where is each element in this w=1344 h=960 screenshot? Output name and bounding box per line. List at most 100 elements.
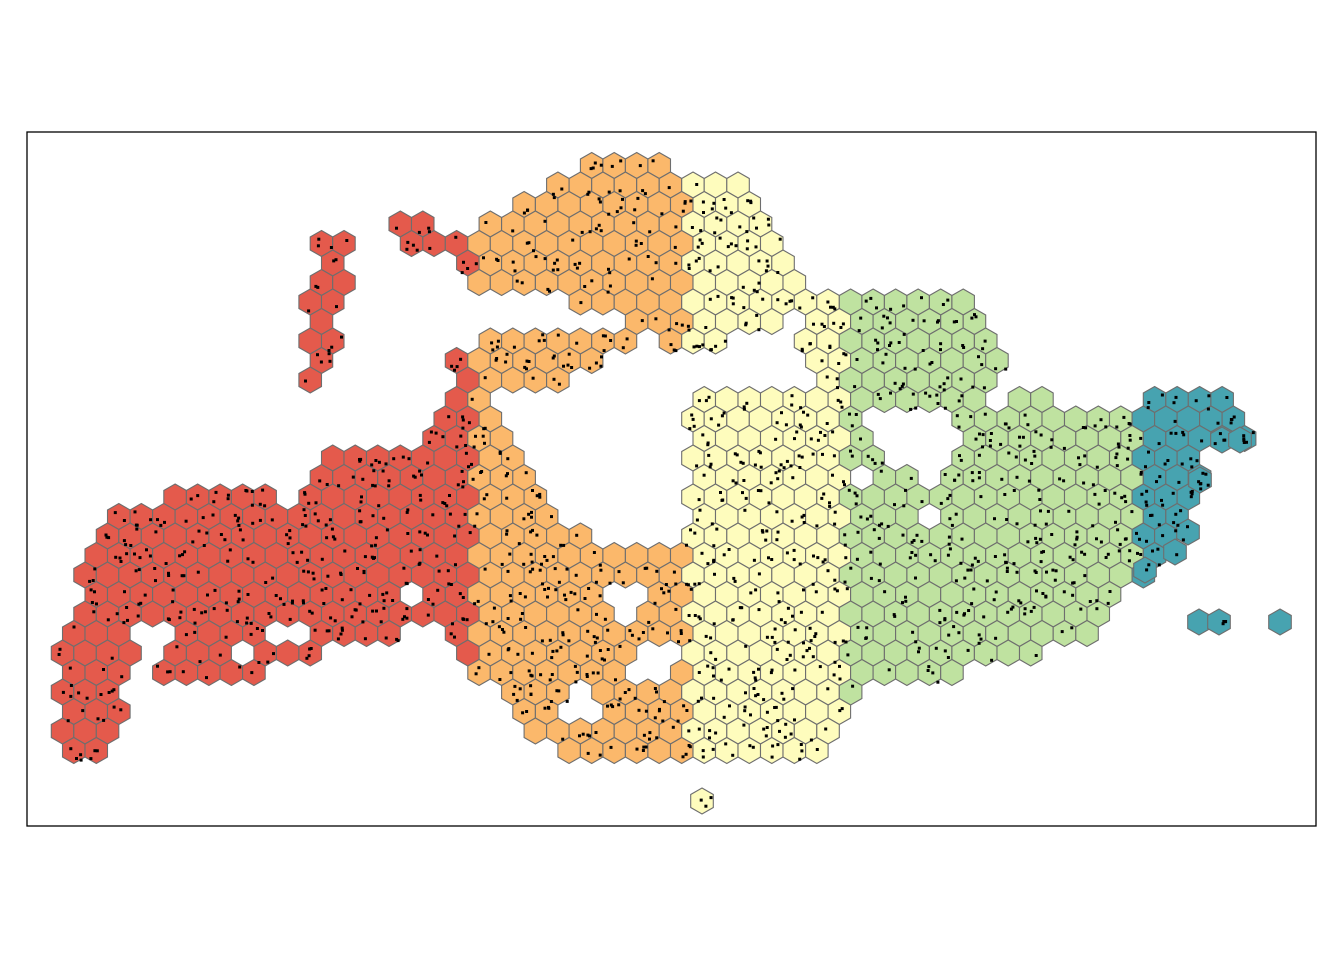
location-point (643, 192, 647, 196)
location-point (1082, 481, 1086, 485)
location-point (797, 454, 801, 458)
location-point (1147, 401, 1151, 404)
location-point (831, 473, 834, 477)
location-point (538, 568, 542, 572)
location-point (124, 543, 128, 547)
location-point (288, 529, 292, 533)
location-point (443, 502, 447, 505)
location-point (651, 159, 655, 163)
location-point (686, 324, 690, 328)
location-point (820, 322, 824, 326)
location-point (1070, 626, 1074, 630)
location-point (607, 267, 610, 271)
location-point (843, 580, 847, 584)
location-point (744, 323, 748, 327)
location-point (168, 670, 172, 674)
location-point (545, 558, 549, 562)
location-point (696, 699, 700, 703)
location-point (910, 551, 914, 554)
location-point (684, 752, 688, 756)
location-point (692, 424, 696, 428)
location-point (513, 684, 517, 688)
location-point (602, 349, 606, 353)
location-point (762, 698, 766, 702)
location-point (709, 636, 713, 640)
location-point (702, 473, 706, 477)
location-point (688, 639, 692, 643)
location-point (245, 621, 249, 625)
location-point (934, 646, 938, 650)
location-point (872, 528, 876, 532)
location-point (935, 393, 939, 397)
location-point (840, 707, 844, 711)
location-point (967, 609, 971, 612)
location-point (1161, 534, 1165, 538)
location-point (993, 555, 997, 558)
location-point (1019, 601, 1023, 605)
location-point (938, 385, 942, 389)
location-point (126, 618, 129, 622)
hex-cell (1207, 608, 1231, 636)
location-point (766, 217, 770, 221)
location-point (371, 514, 375, 518)
location-point (356, 567, 359, 570)
location-point (465, 618, 469, 622)
location-point (749, 591, 753, 595)
location-point (755, 313, 759, 317)
location-point (808, 646, 811, 650)
location-point (585, 673, 589, 676)
location-point (302, 508, 306, 512)
location-point (1033, 523, 1037, 527)
location-point (463, 512, 467, 516)
location-point (738, 606, 742, 610)
location-point (815, 524, 819, 528)
location-point (196, 494, 200, 498)
location-point (528, 570, 532, 574)
location-point (547, 586, 550, 590)
location-point (237, 589, 241, 593)
location-point (761, 297, 765, 301)
location-point (485, 493, 489, 497)
location-point (929, 553, 933, 557)
location-point (405, 582, 409, 586)
location-point (466, 267, 470, 270)
location-point (1127, 559, 1131, 563)
location-point (179, 610, 183, 614)
location-point (534, 255, 538, 259)
location-point (599, 163, 603, 167)
location-point (112, 688, 116, 692)
location-point (593, 640, 597, 644)
location-point (184, 519, 188, 523)
location-point (445, 504, 449, 508)
location-point (877, 579, 881, 583)
location-point (1118, 542, 1122, 546)
location-point (587, 587, 591, 590)
location-point (137, 602, 141, 606)
location-point (350, 615, 354, 619)
location-point (437, 569, 441, 573)
location-point (245, 489, 249, 493)
location-point (235, 620, 239, 624)
location-point (325, 536, 329, 540)
location-point (1042, 550, 1045, 554)
location-point (540, 562, 543, 566)
location-point (513, 269, 517, 273)
location-point (809, 738, 813, 742)
location-point (744, 644, 748, 648)
location-point (561, 631, 565, 635)
location-point (591, 671, 595, 675)
location-point (636, 196, 640, 200)
location-point (898, 387, 902, 391)
location-point (1039, 509, 1042, 513)
location-point (880, 326, 884, 330)
location-point (962, 346, 966, 349)
location-point (251, 560, 255, 564)
location-point (589, 167, 593, 171)
location-point (1071, 581, 1075, 585)
location-point (496, 339, 500, 343)
location-point (640, 319, 644, 323)
location-point (788, 299, 792, 303)
location-point (550, 656, 554, 660)
location-point (491, 348, 495, 352)
location-point (377, 504, 381, 508)
